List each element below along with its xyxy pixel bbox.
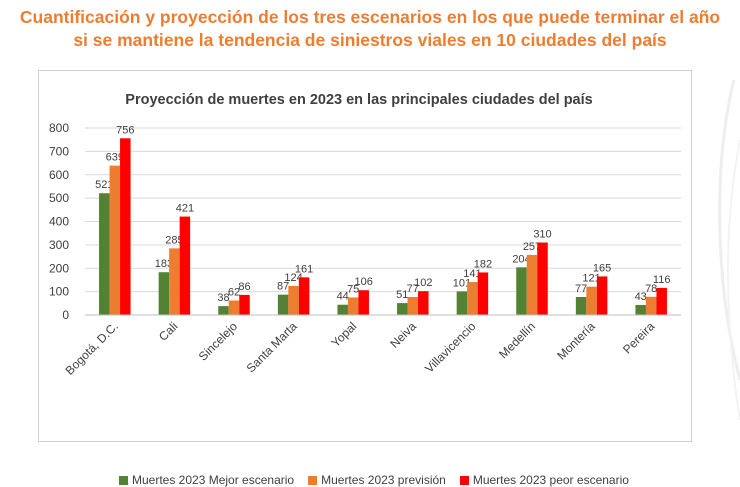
bar [179,216,191,315]
y-tick-label: 100 [49,285,69,299]
data-label: 204 [512,253,530,265]
data-label: 106 [355,276,373,288]
y-tick-label: 0 [62,308,69,322]
bar [158,272,170,315]
x-tick-label: Montería [554,319,598,363]
headline: Cuantificación y proyección de los tres … [0,6,740,52]
bar [277,294,289,315]
x-tick-label: Santa Marta [244,319,300,375]
chart-card: Proyección de muertes en 2023 en las pri… [38,70,692,487]
data-label: 43 [635,291,647,303]
bar [645,296,657,315]
bar [586,286,597,315]
chart-title: Proyección de muertes en 2023 en las pri… [125,92,592,108]
legend-item-best: Muertes 2023 Mejor escenario [119,473,294,487]
bar [109,165,121,315]
bar [169,248,180,315]
bar [467,282,478,315]
bar [596,276,608,315]
x-tick-label: Bogotá, D.C. [62,319,120,377]
bar [526,254,538,315]
data-label: 87 [277,281,289,293]
data-label: 165 [593,262,611,274]
data-label: 285 [165,234,183,246]
legend-label-best: Muertes 2023 Mejor escenario [132,473,295,487]
bar [418,291,429,315]
data-label: 44 [337,291,349,303]
bar [656,287,667,315]
data-label: 121 [582,273,600,285]
bar [120,138,131,315]
legend-label-forecast: Muertes 2023 previsión [321,473,446,487]
data-label: 756 [116,124,134,136]
headline-line-1: Cuantificación y proyección de los tres … [19,7,721,27]
data-label: 101 [453,277,471,289]
y-tick-label: 800 [49,121,69,135]
data-label: 116 [653,274,671,286]
data-label: 38 [217,292,229,304]
y-tick-label: 200 [49,261,69,275]
data-label: 141 [463,268,481,280]
bar [397,303,408,315]
legend-swatch-best [119,475,128,485]
data-label: 521 [95,179,113,191]
data-label: 310 [533,229,551,241]
x-tick-label: Neiva [387,319,419,351]
bar [635,304,646,315]
bar [218,306,229,315]
legend-label-worst: Muertes 2023 peor escenario [472,473,629,487]
bar [358,290,369,315]
bar-chart: Proyección de muertes en 2023 en las pri… [49,92,681,378]
data-label: 182 [474,258,492,270]
y-tick-label: 400 [49,215,69,229]
data-label: 161 [295,263,313,275]
legend-item-worst: Muertes 2023 peor escenario [459,473,629,487]
bar [347,297,359,315]
bar [239,294,250,315]
bar [337,304,348,315]
legend-swatch-worst [459,475,469,485]
x-tick-label: Sincelejo [196,319,241,364]
data-label: 51 [396,289,408,301]
bar [477,272,489,315]
data-label: 78 [645,283,657,295]
bar [575,297,587,315]
x-tick-label: Pereira [620,319,657,356]
chart-legend: Muertes 2023 Mejor escenario Muertes 202… [119,473,719,487]
x-tick-label: Villavicencio [422,319,479,376]
legend-item-forecast: Muertes 2023 previsión [308,473,446,487]
data-label: 257 [523,241,541,253]
y-tick-label: 700 [49,144,69,158]
bar [228,300,240,315]
x-tick-label: Cali [156,319,181,344]
x-tick-label: Yopal [328,319,359,350]
headline-line-2: si se mantiene la tendencia de siniestro… [73,30,667,50]
y-tick-label: 600 [49,168,69,182]
data-label: 77 [575,283,587,295]
data-label: 86 [238,281,250,293]
data-label: 62 [228,287,240,299]
data-label: 421 [176,203,194,215]
y-tick-label: 500 [49,191,69,205]
data-label: 77 [407,283,419,295]
bar [298,277,310,315]
data-label: 75 [347,283,359,295]
bar [288,286,299,315]
bar [407,297,419,315]
bar [537,242,548,315]
bar [99,193,110,315]
x-tick-label: Medellín [496,319,538,361]
data-label: 183 [155,258,173,270]
bar [516,267,527,315]
decorative-swoosh [718,80,740,421]
legend-swatch-forecast [308,475,318,485]
data-label: 639 [106,152,124,164]
data-label: 124 [284,272,302,284]
bar [456,291,468,315]
data-label: 102 [414,277,432,289]
y-tick-label: 300 [49,238,69,252]
